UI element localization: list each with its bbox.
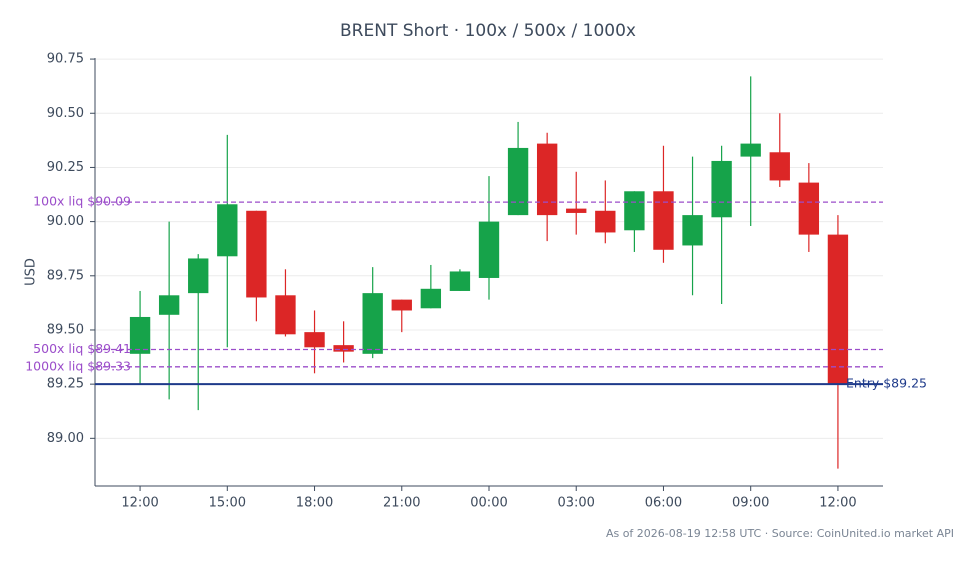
chart-title: BRENT Short · 100x / 500x / 1000x	[340, 21, 636, 41]
candle-body	[246, 210, 267, 298]
candle-body	[624, 191, 645, 231]
level-label: 1000x liq $89.33	[25, 358, 131, 373]
y-tick-label: 89.00	[47, 431, 84, 446]
candle-body	[420, 288, 442, 309]
candle-body	[769, 152, 790, 181]
candle-body	[827, 234, 849, 385]
x-tick-label: 18:00	[296, 496, 333, 511]
y-tick-label: 90.50	[47, 106, 84, 121]
candle-body	[158, 295, 180, 315]
candle-body	[129, 316, 151, 354]
y-axis-label: USD	[24, 258, 39, 286]
candle-body	[595, 210, 616, 233]
x-tick-label: 03:00	[557, 496, 594, 511]
candle-body	[566, 208, 587, 213]
x-tick-label: 12:00	[819, 496, 856, 511]
candle-body	[304, 332, 325, 348]
x-tick-label: 12:00	[121, 496, 158, 511]
candle-body	[275, 295, 296, 335]
level-label: Entry $89.25	[846, 376, 927, 391]
candle-body	[536, 143, 558, 216]
y-tick-label: 90.75	[47, 52, 84, 67]
x-tick-label: 06:00	[645, 496, 682, 511]
x-tick-label: 09:00	[732, 496, 769, 511]
candle-body	[362, 293, 383, 354]
x-tick-label: 21:00	[383, 496, 420, 511]
candle-body	[507, 147, 529, 216]
candle-body	[449, 271, 471, 291]
y-tick-label: 89.75	[47, 268, 84, 283]
footer: As of 2026-08-19 12:58 UTC · Source: Coi…	[606, 527, 954, 540]
y-tick-label: 89.50	[47, 322, 84, 337]
x-tick-label: 00:00	[470, 496, 507, 511]
candle-body	[711, 160, 732, 218]
level-label: 500x liq $89.41	[33, 341, 131, 356]
level-label: 100x liq $90.09	[33, 194, 131, 209]
candle-body	[333, 345, 354, 352]
y-tick-label: 90.25	[47, 160, 84, 175]
candle-body	[188, 258, 209, 294]
y-tick-label: 89.25	[47, 377, 84, 392]
candle-body	[740, 143, 761, 157]
candle-body	[682, 215, 703, 246]
candle-body	[798, 182, 820, 235]
candle-body	[217, 204, 238, 257]
y-tick-label: 90.00	[47, 214, 84, 229]
candle-body	[653, 191, 674, 250]
x-tick-label: 15:00	[209, 496, 246, 511]
candle-body	[391, 299, 412, 311]
candle-body	[478, 221, 500, 278]
